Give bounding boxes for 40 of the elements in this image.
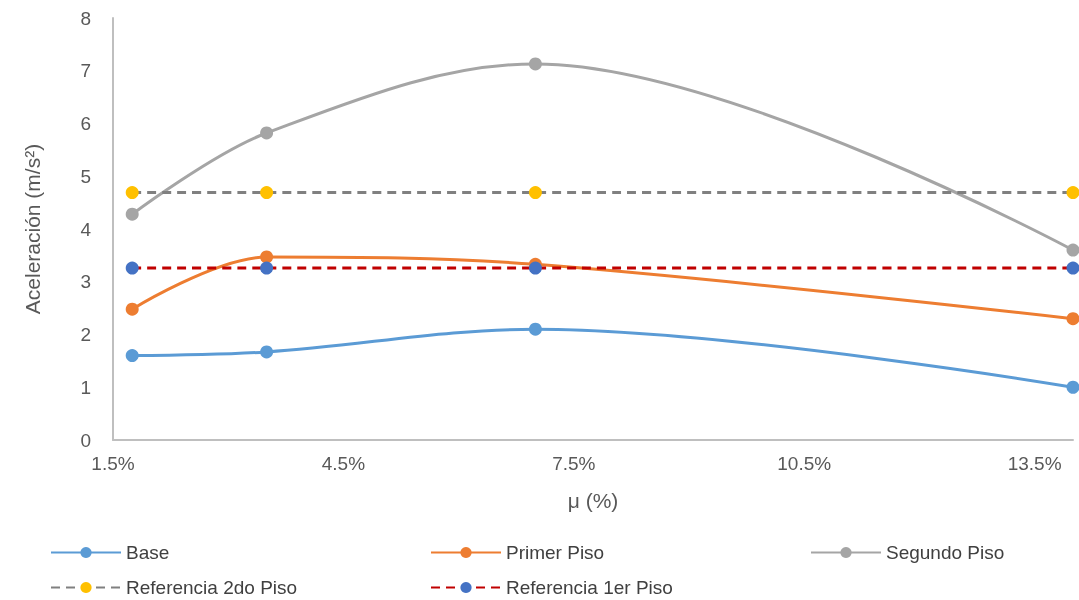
point [260, 186, 274, 200]
point [125, 349, 139, 363]
point [125, 261, 139, 275]
x-tick-label: 13.5% [1007, 453, 1062, 474]
point [1066, 186, 1079, 200]
y-tick-label: 4 [80, 218, 92, 240]
point [125, 186, 139, 200]
point [260, 345, 274, 359]
point [260, 250, 274, 264]
point [528, 261, 542, 275]
x-tick-label: 10.5% [777, 453, 832, 474]
point [528, 322, 542, 336]
legend-label: Referencia 1er Piso [506, 577, 673, 598]
y-tick-label: 7 [80, 60, 91, 82]
legend-label: Base [126, 542, 170, 563]
y-tick-label: 5 [80, 165, 91, 187]
point [1066, 243, 1079, 257]
point [125, 207, 139, 221]
x-tick-label: 4.5% [321, 453, 366, 474]
x-axis-title: μ (%) [567, 489, 619, 512]
point [528, 186, 542, 200]
y-tick-label: 1 [80, 376, 91, 398]
point [528, 57, 542, 71]
x-tick-label: 1.5% [91, 453, 135, 474]
y-tick-label: 2 [80, 324, 91, 345]
y-tick-label: 8 [80, 7, 91, 29]
point [260, 126, 274, 140]
legend-label: Referencia 2do Piso [126, 577, 298, 598]
x-tick-label: 7.5% [552, 453, 596, 474]
point [1066, 261, 1079, 275]
point [125, 302, 139, 316]
point [260, 261, 274, 275]
point [1066, 312, 1079, 326]
y-axis-title: Aceleración (m/s²) [21, 143, 44, 315]
y-tick-label: 0 [80, 429, 91, 451]
legend-label: Segundo Piso [886, 542, 1005, 563]
y-tick-label: 6 [80, 113, 91, 134]
legend-label: Primer Piso [506, 542, 605, 563]
y-tick-label: 3 [80, 271, 91, 293]
point [1066, 380, 1079, 394]
